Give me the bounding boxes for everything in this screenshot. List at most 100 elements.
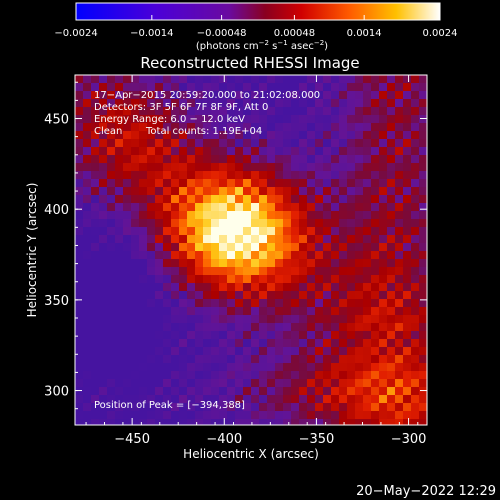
heatmap-cell (155, 131, 163, 139)
heatmap-cell (283, 179, 291, 187)
heatmap-cell (163, 363, 171, 371)
heatmap-cell (187, 355, 195, 363)
heatmap-cell (299, 363, 307, 371)
heatmap-cell (227, 147, 235, 155)
heatmap-cell (155, 411, 163, 419)
heatmap-cell (371, 243, 379, 251)
heatmap-cell (155, 195, 163, 203)
heatmap-cell (99, 227, 107, 235)
heatmap-cell (283, 91, 291, 99)
heatmap-cell (187, 147, 195, 155)
heatmap-cell (387, 379, 395, 387)
heatmap-cell (307, 155, 315, 163)
heatmap-cell (219, 155, 227, 163)
heatmap-cell (347, 235, 355, 243)
heatmap-cell (243, 235, 251, 243)
heatmap-cell (179, 355, 187, 363)
heatmap-cell (347, 411, 355, 419)
heatmap-cell (251, 419, 259, 425)
heatmap-cell (75, 371, 83, 379)
heatmap-cell (227, 91, 235, 99)
heatmap-cell (347, 339, 355, 347)
heatmap-cell (347, 187, 355, 195)
heatmap-cell (99, 235, 107, 243)
heatmap-cell (179, 347, 187, 355)
heatmap-cell (115, 347, 123, 355)
heatmap-cell (75, 83, 83, 91)
heatmap-cell (235, 179, 243, 187)
method-text: Clean (94, 126, 122, 137)
heatmap-cell (387, 131, 395, 139)
heatmap-cell (147, 91, 155, 99)
heatmap-cell (291, 339, 299, 347)
heatmap-cell (179, 259, 187, 267)
heatmap-cell (235, 91, 243, 99)
heatmap-cell (315, 243, 323, 251)
heatmap-cell (195, 147, 203, 155)
heatmap-cell (403, 179, 411, 187)
heatmap-cell (419, 411, 427, 419)
heatmap-cell (211, 339, 219, 347)
heatmap-cell (379, 283, 387, 291)
heatmap-cell (403, 419, 411, 425)
heatmap-cell (235, 219, 243, 227)
heatmap-cell (283, 299, 291, 307)
heatmap-cell (291, 291, 299, 299)
heatmap-cell (307, 331, 315, 339)
heatmap-cell (339, 259, 347, 267)
heatmap-cell (347, 371, 355, 379)
heatmap-cell (235, 411, 243, 419)
heatmap-cell (331, 243, 339, 251)
heatmap-cell (371, 91, 379, 99)
heatmap-cell (83, 243, 91, 251)
heatmap-cell (275, 323, 283, 331)
heatmap-cell (235, 299, 243, 307)
heatmap-cell (363, 307, 371, 315)
heatmap-cell (203, 171, 211, 179)
heatmap-cell (291, 395, 299, 403)
heatmap-cell (243, 83, 251, 91)
heatmap-cell (83, 139, 91, 147)
heatmap-cell (307, 131, 315, 139)
heatmap-cell (251, 267, 259, 275)
heatmap-cell (187, 211, 195, 219)
heatmap-cell (379, 83, 387, 91)
heatmap-cell (379, 227, 387, 235)
heatmap-cell (275, 339, 283, 347)
heatmap-cell (195, 371, 203, 379)
heatmap-cell (371, 179, 379, 187)
heatmap-cell (419, 147, 427, 155)
heatmap-cell (419, 179, 427, 187)
heatmap-cell (283, 147, 291, 155)
heatmap-cell (355, 299, 363, 307)
heatmap-cell (91, 131, 99, 139)
heatmap-cell (155, 219, 163, 227)
x-tick-label: −350 (299, 432, 335, 447)
heatmap-cell (75, 187, 83, 195)
heatmap-cell (259, 323, 267, 331)
heatmap-cell (387, 91, 395, 99)
heatmap-cell (83, 259, 91, 267)
heatmap-cell (251, 203, 259, 211)
heatmap-cell (163, 379, 171, 387)
heatmap-cell (299, 75, 307, 83)
heatmap-cell (163, 99, 171, 107)
heatmap-cell (267, 299, 275, 307)
heatmap-cell (107, 203, 115, 211)
heatmap-cell (259, 115, 267, 123)
heatmap-cell (259, 387, 267, 395)
heatmap-cell (387, 235, 395, 243)
heatmap-cell (195, 387, 203, 395)
heatmap-cell (267, 227, 275, 235)
heatmap-cell (339, 347, 347, 355)
heatmap-cell (235, 291, 243, 299)
heatmap-cell (259, 131, 267, 139)
heatmap-cell (419, 99, 427, 107)
heatmap-cell (211, 323, 219, 331)
heatmap-cell (147, 179, 155, 187)
heatmap-cell (371, 171, 379, 179)
heatmap-cell (307, 379, 315, 387)
heatmap-cell (179, 419, 187, 425)
heatmap-cell (115, 179, 123, 187)
heatmap-cell (299, 203, 307, 211)
